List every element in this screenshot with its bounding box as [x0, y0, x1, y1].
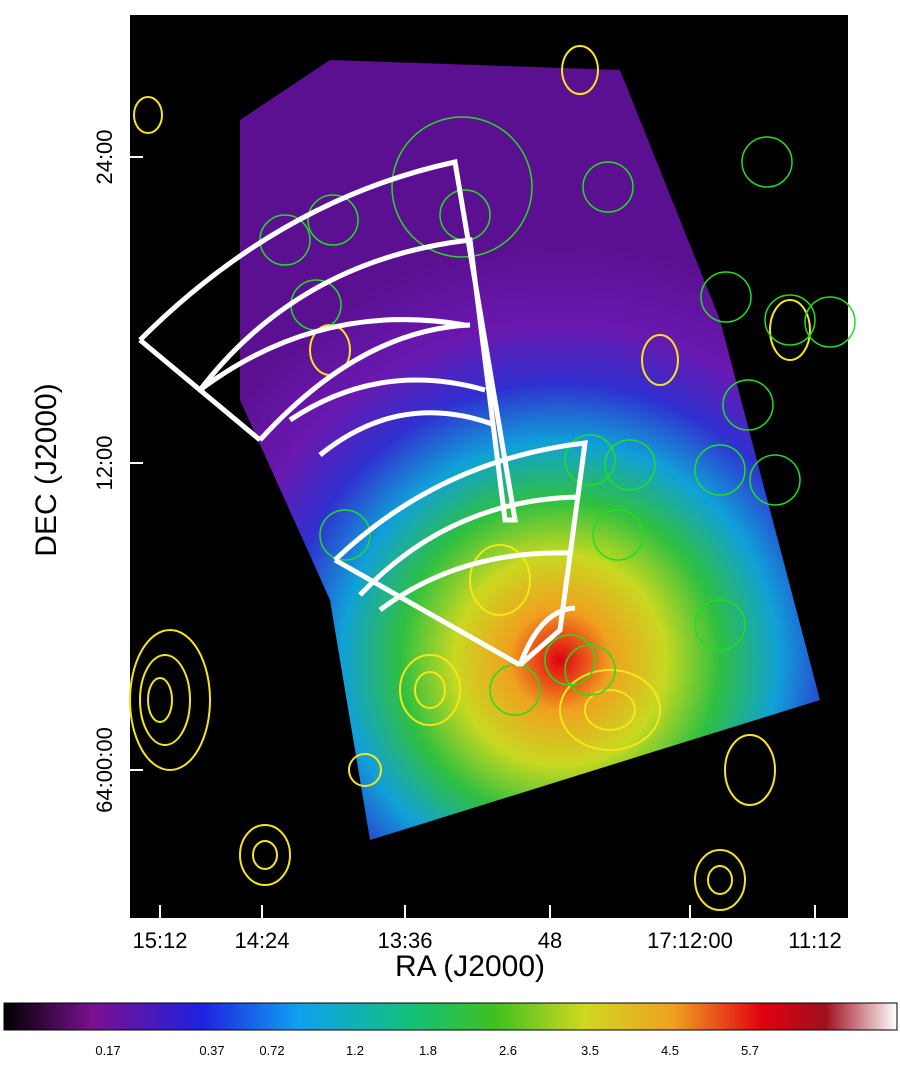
colorbar-tick-label: 3.5: [581, 1043, 599, 1058]
y-tick-label: 12:00: [92, 435, 117, 490]
colorbar-tick-label: 2.6: [499, 1043, 517, 1058]
x-tick-label: 48: [538, 928, 562, 953]
colorbar: [3, 1002, 898, 1031]
colorbar-tick-label: 1.8: [419, 1043, 437, 1058]
x-tick-label: 15:12: [132, 928, 187, 953]
point-sources: [259, 116, 856, 716]
y-axis-label: DEC (J2000): [30, 383, 63, 556]
colorbar-tick-label: 0.72: [259, 1043, 284, 1058]
colorbar-tick-label: 0.37: [199, 1043, 224, 1058]
x-ticks: 15:12 14:24 13:36 48 17:12:00 11:12: [132, 928, 841, 953]
y-tick-label: 64:00:00: [92, 727, 117, 813]
y-tick-label: 24:00: [92, 129, 117, 184]
x-tick-label: 14:24: [234, 928, 289, 953]
xray-emission: [240, 60, 820, 840]
colorbar-tick-label: 0.17: [95, 1043, 120, 1058]
x-axis-label: RA (J2000): [395, 950, 545, 983]
colorbar-tick-label: 4.5: [661, 1043, 679, 1058]
colorbar-tick-label: 1.2: [346, 1043, 364, 1058]
x-tick-label: 11:12: [788, 928, 841, 953]
sector-regions: [138, 158, 588, 668]
y-ticks: 24:00 12:00 64:00:00: [92, 129, 117, 812]
x-tick-label: 13:36: [377, 928, 432, 953]
colorbar-tick-label: 5.7: [741, 1043, 759, 1058]
colorbar-ticks: 0.17 0.37 0.72 1.2 1.8 2.6 3.5 4.5 5.7: [95, 1043, 759, 1058]
axis-ticks: [130, 156, 816, 918]
x-tick-label: 17:12:00: [647, 928, 733, 953]
